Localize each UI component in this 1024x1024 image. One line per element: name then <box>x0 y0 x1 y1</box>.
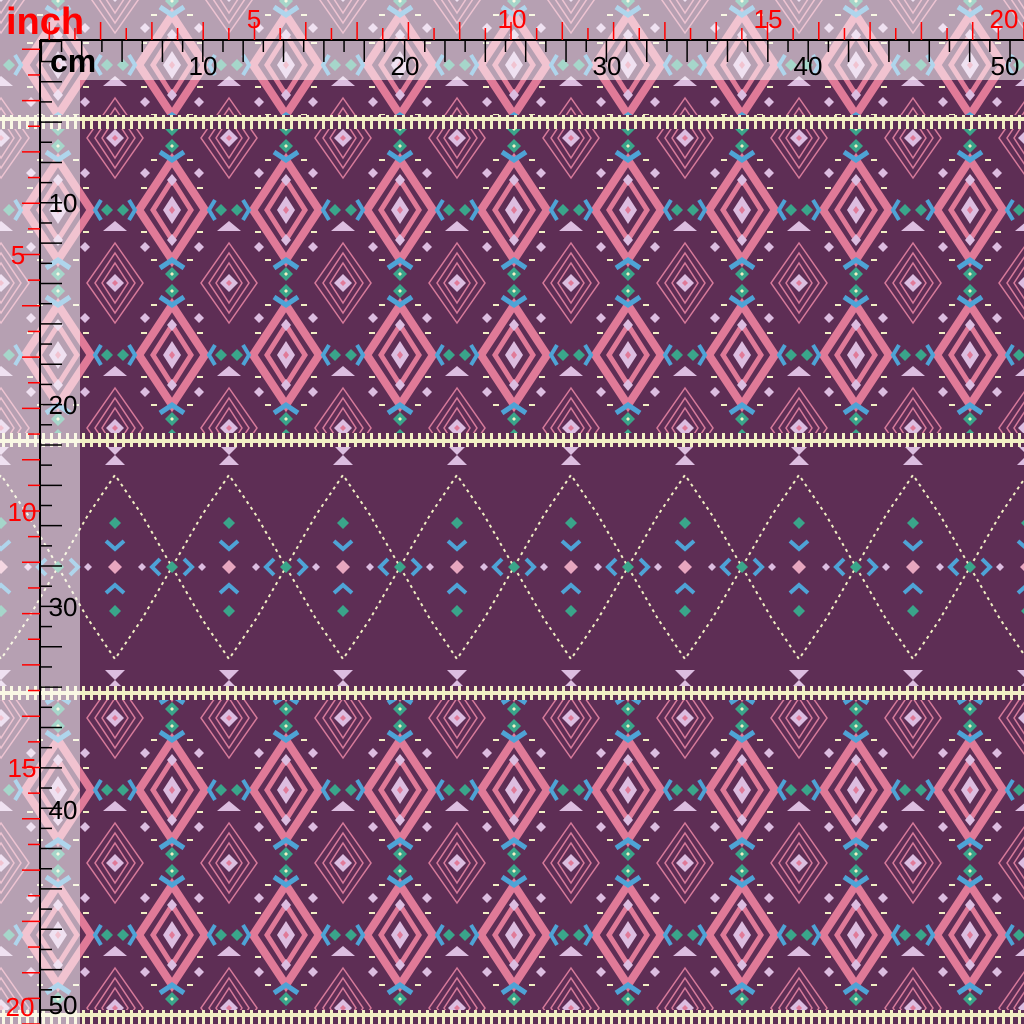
stripe-3 <box>0 686 1024 700</box>
diamond-band-lower <box>0 700 1024 1010</box>
inch-label: 10 <box>8 497 37 527</box>
inch-label: 20 <box>6 992 35 1022</box>
stripe-1 <box>0 115 1024 129</box>
inch-label: 10 <box>498 4 527 34</box>
stripe-2 <box>0 433 1024 447</box>
ruler <box>22 22 1024 1024</box>
top-cm-labels: 10 20 30 40 50 <box>189 51 1020 81</box>
cm-label: 20 <box>49 390 78 420</box>
cm-unit-label: cm <box>50 43 96 79</box>
inch-label: 5 <box>11 240 25 270</box>
inch-label: 20 <box>990 4 1019 34</box>
stripe-4 <box>0 1010 1024 1024</box>
cm-label: 40 <box>794 51 823 81</box>
top-inch-labels: 5 10 15 20 <box>247 4 1019 34</box>
cm-label: 50 <box>49 990 78 1020</box>
inch-label: 5 <box>247 4 261 34</box>
inch-label: 15 <box>8 753 37 783</box>
inch-label: 15 <box>754 4 783 34</box>
cm-label: 30 <box>593 51 622 81</box>
middle-band <box>0 447 1024 686</box>
cm-label: 30 <box>49 592 78 622</box>
inch-unit-label: inch <box>6 1 84 43</box>
diamond-band-upper <box>0 129 1024 433</box>
left-cm-labels: 10 20 30 40 50 <box>49 188 78 1020</box>
cm-label: 50 <box>991 51 1020 81</box>
cm-label: 10 <box>49 188 78 218</box>
left-inch-labels: 5 10 15 20 <box>6 240 37 1022</box>
cm-label: 20 <box>391 51 420 81</box>
cm-label: 10 <box>189 51 218 81</box>
cm-label: 40 <box>49 795 78 825</box>
